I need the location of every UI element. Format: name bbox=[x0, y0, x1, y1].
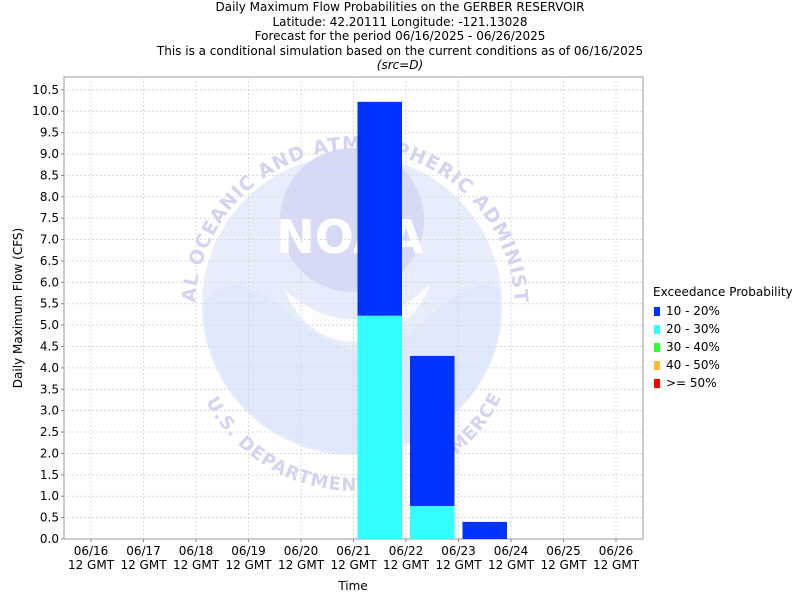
x-tick-label-date: 06/18 bbox=[179, 544, 214, 558]
chart-subtitle: (src=D) bbox=[376, 58, 424, 72]
legend-swatch bbox=[654, 378, 660, 388]
x-tick-label-time: 12 GMT bbox=[593, 558, 640, 572]
y-tick-label: 1.0 bbox=[40, 489, 59, 503]
legend-swatch bbox=[654, 306, 660, 316]
y-tick-label: 4.0 bbox=[40, 361, 59, 375]
x-tick-label-time: 12 GMT bbox=[435, 558, 482, 572]
x-tick-label-date: 06/16 bbox=[74, 544, 109, 558]
legend-item: 40 - 50% bbox=[653, 356, 793, 374]
bar-segment bbox=[357, 315, 402, 539]
y-tick-label: 8.5 bbox=[40, 168, 59, 182]
bar-segment bbox=[410, 506, 455, 539]
y-axis: 0.0 0.5 1.0 1.5 2.0 2.5 3.0 3.5 4.0 4.5 5.0 5.5 6.0 6… bbox=[32, 83, 64, 546]
bar-segment bbox=[410, 355, 455, 507]
x-axis-label: Time bbox=[337, 579, 367, 593]
legend-item: >= 50% bbox=[653, 374, 793, 392]
x-tick-label-date: 06/21 bbox=[336, 544, 371, 558]
x-tick-label-time: 12 GMT bbox=[540, 558, 587, 572]
legend-label: >= 50% bbox=[666, 376, 717, 390]
y-tick-label: 10.0 bbox=[32, 104, 59, 118]
y-axis-label: Daily Maximum Flow (CFS) bbox=[11, 228, 25, 388]
legend-label: 30 - 40% bbox=[666, 340, 720, 354]
legend-item: 10 - 20% bbox=[653, 302, 793, 320]
chart-titles: Daily Maximum Flow Probabilities on the … bbox=[0, 0, 800, 73]
y-tick-label: 4.5 bbox=[40, 340, 59, 354]
grid-lines bbox=[64, 77, 643, 539]
x-tick-label-date: 06/25 bbox=[546, 544, 581, 558]
legend-swatch bbox=[654, 360, 660, 370]
x-tick-label-time: 12 GMT bbox=[330, 558, 377, 572]
y-tick-label: 8.0 bbox=[40, 190, 59, 204]
legend-label: 40 - 50% bbox=[666, 358, 720, 372]
x-tick-label-time: 12 GMT bbox=[173, 558, 220, 572]
y-tick-label: 10.5 bbox=[32, 83, 59, 97]
x-tick-label-time: 12 GMT bbox=[225, 558, 272, 572]
legend-label: 20 - 30% bbox=[666, 322, 720, 336]
x-tick-label-date: 06/22 bbox=[389, 544, 424, 558]
x-tick-label-time: 12 GMT bbox=[68, 558, 115, 572]
y-tick-label: 6.0 bbox=[40, 275, 59, 289]
y-tick-label: 5.5 bbox=[40, 297, 59, 311]
y-tick-label: 5.0 bbox=[40, 318, 59, 332]
x-tick-label-date: 06/20 bbox=[284, 544, 319, 558]
x-tick-label-date: 06/26 bbox=[599, 544, 634, 558]
bar-segments bbox=[357, 101, 507, 539]
bar-segment bbox=[357, 101, 402, 316]
x-tick-label-date: 06/19 bbox=[231, 544, 266, 558]
x-tick-label-date: 06/24 bbox=[494, 544, 529, 558]
y-tick-label: 1.5 bbox=[40, 468, 59, 482]
x-tick-label-time: 12 GMT bbox=[383, 558, 430, 572]
legend-label: 10 - 20% bbox=[666, 304, 720, 318]
y-tick-label: 7.0 bbox=[40, 233, 59, 247]
y-tick-label: 7.5 bbox=[40, 211, 59, 225]
chart-title-line-3: Forecast for the period 06/16/2025 - 06/… bbox=[254, 29, 546, 43]
x-tick-label-time: 12 GMT bbox=[278, 558, 325, 572]
x-tick-label-time: 12 GMT bbox=[120, 558, 167, 572]
y-tick-label: 9.5 bbox=[40, 126, 59, 140]
legend-swatch bbox=[654, 342, 660, 352]
chart-title-line-1: Daily Maximum Flow Probabilities on the … bbox=[215, 0, 585, 14]
legend-items: 10 - 20% 20 - 30% 30 - 40% 40 - 50% >= 50% bbox=[653, 302, 793, 392]
y-tick-label: 6.5 bbox=[40, 254, 59, 268]
y-tick-label: 2.0 bbox=[40, 446, 59, 460]
y-tick-label: 3.5 bbox=[40, 382, 59, 396]
y-tick-label: 3.0 bbox=[40, 404, 59, 418]
legend-title: Exceedance Probability bbox=[653, 285, 793, 299]
y-tick-label: 2.5 bbox=[40, 425, 59, 439]
x-tick-label-time: 12 GMT bbox=[488, 558, 535, 572]
legend: Exceedance Probability 10 - 20% 20 - 30% 3… bbox=[653, 283, 793, 392]
chart-title-line-4: This is a conditional simulation based o… bbox=[156, 43, 644, 58]
y-tick-label: 9.0 bbox=[40, 147, 59, 161]
x-tick-label-date: 06/17 bbox=[126, 544, 161, 558]
legend-item: 20 - 30% bbox=[653, 320, 793, 338]
y-tick-label: 0.0 bbox=[40, 532, 59, 546]
legend-swatch bbox=[654, 324, 660, 334]
legend-item: 30 - 40% bbox=[653, 338, 793, 356]
bar-segment bbox=[462, 521, 507, 539]
y-tick-label: 0.5 bbox=[40, 511, 59, 525]
x-tick-label-date: 06/23 bbox=[441, 544, 476, 558]
chart-title-line-2: Latitude: 42.20111 Longitude: -121.13028 bbox=[272, 14, 528, 29]
